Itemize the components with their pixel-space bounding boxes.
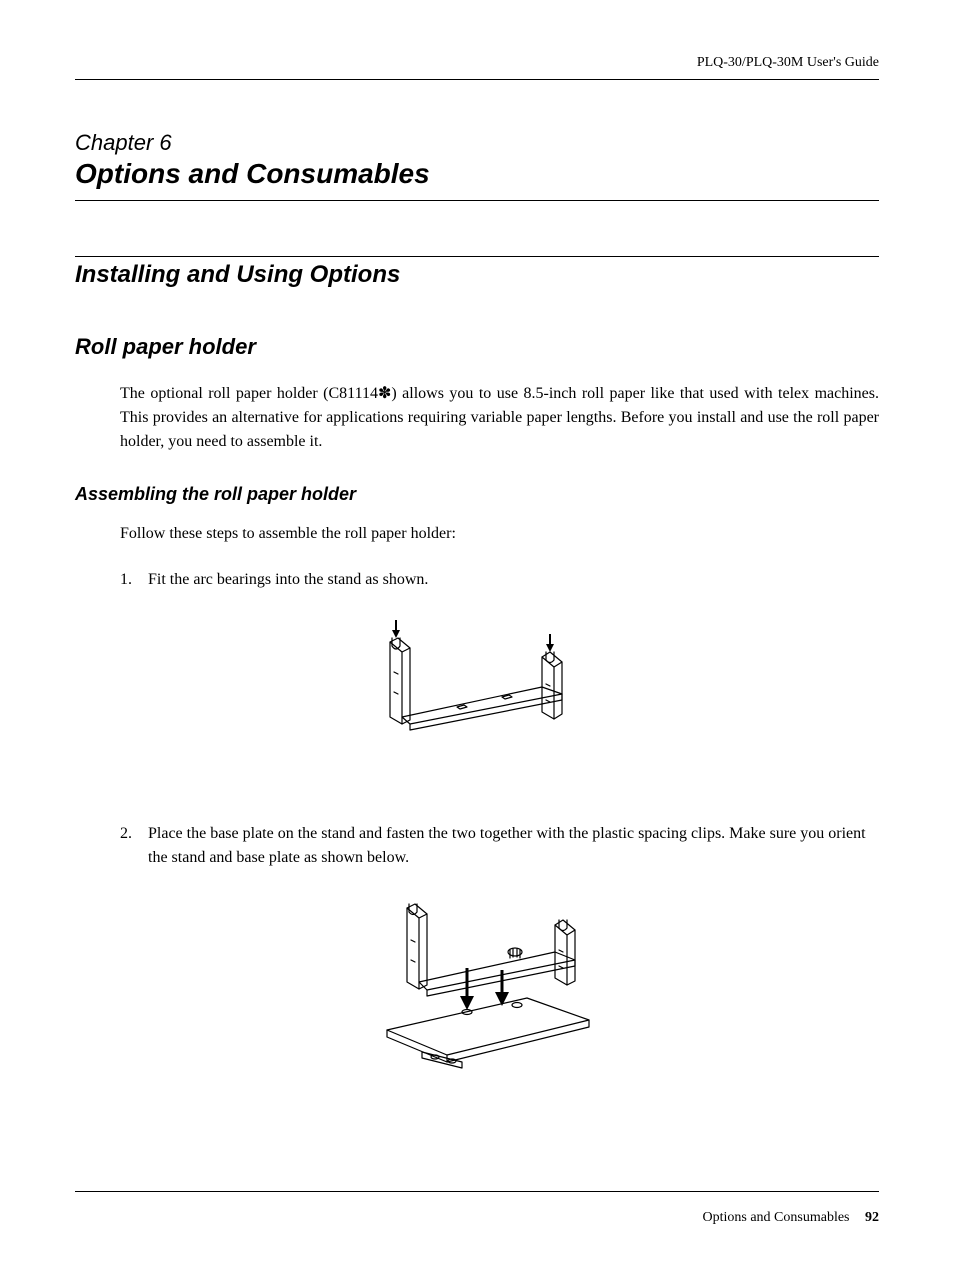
footer-page-number: 92: [865, 1210, 879, 1225]
doc-title: PLQ-30/PLQ-30M User's Guide: [697, 55, 879, 70]
diagram-baseplate-icon: [347, 890, 607, 1085]
page: PLQ-30/PLQ-30M User's Guide Chapter 6 Op…: [0, 0, 954, 1270]
step-1: 1. Fit the arc bearings into the stand a…: [120, 568, 879, 592]
step-2-num: 2.: [120, 822, 148, 870]
header-rule: [75, 79, 879, 80]
section-rule: [75, 256, 879, 257]
chapter-rule: [75, 200, 879, 201]
footer-text: Options and Consumables 92: [75, 1210, 879, 1226]
subsub-intro: Follow these steps to assemble the roll …: [120, 525, 879, 543]
step-1-num: 1.: [120, 568, 148, 592]
page-footer: Options and Consumables 92: [75, 1191, 879, 1226]
step-2-text: Place the base plate on the stand and fa…: [148, 822, 879, 870]
page-header: PLQ-30/PLQ-30M User's Guide: [75, 55, 879, 71]
subsection-body: The optional roll paper holder (C81114✽)…: [120, 382, 879, 454]
section-heading: Installing and Using Options: [75, 261, 879, 289]
step-1-text: Fit the arc bearings into the stand as s…: [148, 568, 879, 592]
figure-2: [75, 890, 879, 1090]
diagram-stand-icon: [362, 612, 592, 772]
subsub-heading: Assembling the roll paper holder: [75, 484, 879, 505]
footer-rule: [75, 1191, 879, 1192]
chapter-label: Chapter 6: [75, 130, 879, 156]
subsection-heading: Roll paper holder: [75, 334, 879, 360]
figure-1: [75, 612, 879, 777]
chapter-title: Options and Consumables: [75, 158, 879, 190]
footer-section-name: Options and Consumables: [703, 1210, 850, 1225]
step-2: 2. Place the base plate on the stand and…: [120, 822, 879, 870]
